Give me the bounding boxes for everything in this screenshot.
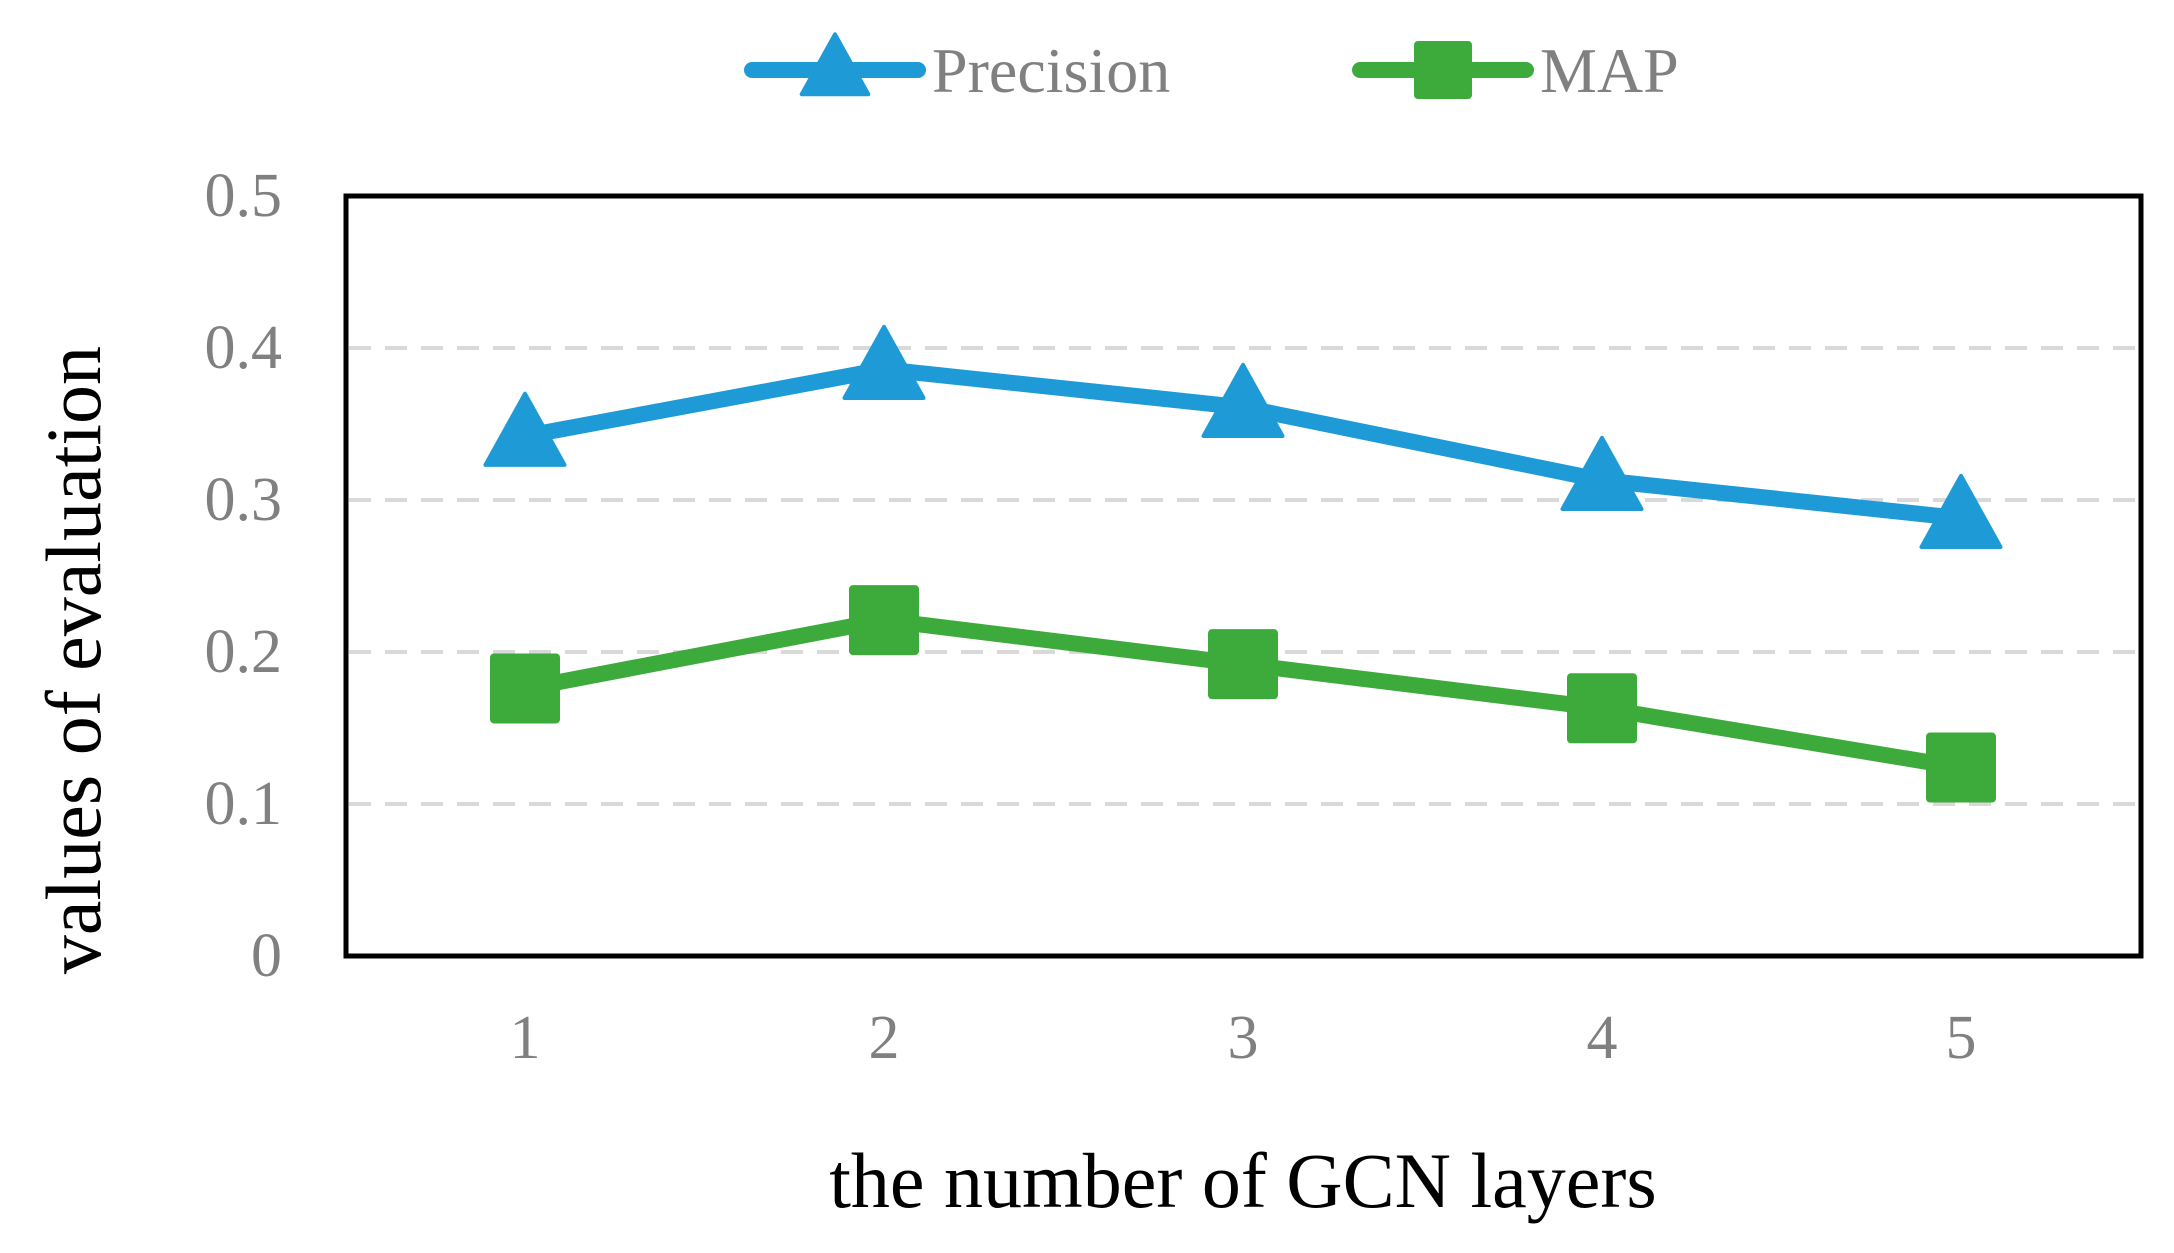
y-tick-label: 0.1 (205, 770, 283, 838)
x-axis-ticks: 1 2 3 4 5 (510, 1004, 1977, 1072)
legend-item-map[interactable]: MAP (1352, 35, 1679, 106)
plot-area-frame (343, 193, 2144, 959)
series-group (483, 324, 2003, 803)
data-point-triangle (1201, 362, 1285, 439)
data-point-triangle (483, 391, 567, 467)
y-tick-label: 0.5 (205, 162, 283, 230)
x-tick-label: 5 (1946, 1004, 1977, 1072)
data-point-square (849, 585, 919, 656)
data-point-triangle (1919, 473, 2003, 549)
x-axis-title: the number of GCN layers (829, 1137, 1656, 1224)
y-tick-label: 0.2 (205, 618, 283, 686)
data-point-triangle (1560, 435, 1644, 511)
legend-label: Precision (932, 35, 1170, 106)
legend-square-icon (1414, 41, 1472, 99)
legend[interactable]: Precision MAP (744, 32, 1679, 106)
y-tick-label: 0.4 (205, 314, 283, 382)
x-tick-label: 1 (510, 1004, 541, 1072)
data-point-square (1926, 732, 1996, 803)
y-axis-title: values of evaluation (30, 346, 117, 974)
y-tick-label: 0.3 (205, 466, 283, 534)
legend-item-precision[interactable]: Precision (744, 32, 1170, 106)
legend-triangle-icon (799, 32, 871, 97)
y-tick-label: 0 (251, 922, 282, 990)
data-point-triangle (842, 324, 926, 401)
y-axis-ticks: 0 0.1 0.2 0.3 0.4 0.5 (205, 162, 283, 990)
x-tick-label: 4 (1587, 1004, 1618, 1072)
data-point-square (1567, 673, 1637, 744)
data-point-square (490, 653, 560, 724)
x-tick-label: 2 (869, 1004, 900, 1072)
legend-label: MAP (1540, 35, 1679, 106)
series-map (490, 585, 1996, 803)
data-point-square (1208, 629, 1278, 700)
x-tick-label: 3 (1228, 1004, 1259, 1072)
series-precision (483, 324, 2003, 549)
